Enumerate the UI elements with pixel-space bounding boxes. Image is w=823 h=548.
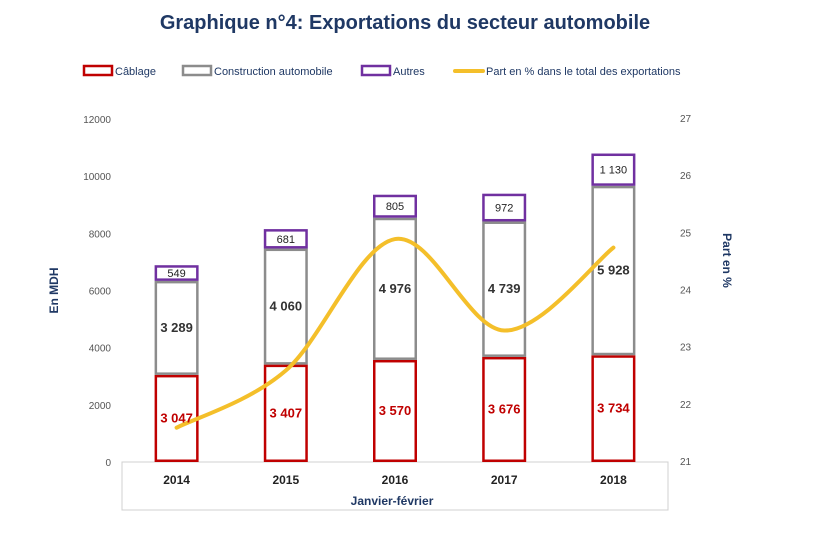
data-label-autres: 681	[277, 234, 295, 246]
bar-autres	[482, 193, 527, 222]
legend-item-cablage: Câblage	[82, 64, 156, 78]
y2-tick-label: 21	[680, 457, 692, 468]
bar-construction	[263, 248, 308, 365]
data-label-cablage: 3 047	[160, 410, 193, 425]
chart-title: Graphique n°4: Exportations du secteur a…	[160, 12, 650, 34]
y-tick-label: 4000	[89, 344, 112, 355]
y2-tick-label: 27	[680, 114, 692, 125]
legend-swatch-cablage	[82, 64, 114, 77]
data-label-construction: 4 060	[270, 299, 303, 314]
data-label-autres: 972	[495, 203, 513, 215]
data-label-cablage: 3 734	[597, 401, 630, 416]
y-tick-label: 2000	[89, 401, 112, 412]
bar-autres	[154, 265, 199, 281]
data-label-cablage: 3 676	[488, 401, 521, 416]
legend-label-cablage: Câblage	[115, 66, 156, 78]
y2-axis-title: Part en %	[720, 233, 734, 288]
x-tick-label: 2015	[272, 473, 299, 487]
legend-item-autres: Autres	[360, 64, 425, 78]
y-tick-label: 0	[105, 458, 111, 469]
y2-tick-label: 26	[680, 171, 692, 182]
bar-cablage	[154, 374, 199, 462]
x-tick-label: 2018	[600, 473, 627, 487]
x-axis-title: Janvier-février	[351, 494, 434, 508]
line-series-part	[174, 237, 616, 430]
bar-autres	[263, 229, 308, 249]
x-tick-label: 2017	[491, 473, 518, 487]
legend-swatch-autres	[360, 64, 392, 77]
y2-tick-label: 23	[680, 343, 692, 354]
data-label-cablage: 3 407	[270, 405, 303, 420]
legend-label-line: Part en % dans le total des exportations	[486, 66, 681, 78]
y2-tick-label: 22	[680, 400, 692, 411]
data-label-autres: 549	[167, 268, 185, 280]
y-axis-title: En MDH	[47, 268, 61, 314]
data-label-construction: 5 928	[597, 263, 630, 278]
data-label-autres: 1 130	[600, 165, 628, 177]
legend: Câblage Construction automobile Autres Part…	[82, 64, 681, 78]
legend-label-autres: Autres	[393, 66, 425, 78]
data-label-construction: 4 739	[488, 281, 521, 296]
x-tick-label: 2016	[382, 473, 409, 487]
legend-swatch-construction	[181, 64, 213, 77]
bar-cablage	[373, 359, 417, 462]
y2-tick-label: 25	[680, 228, 692, 239]
data-label-cablage: 3 570	[379, 403, 412, 418]
y2-tick-label: 24	[680, 286, 692, 297]
bar-autres	[373, 194, 417, 218]
data-label-autres: 805	[386, 201, 404, 213]
y-tick-label: 8000	[89, 229, 112, 240]
bar-construction	[482, 221, 527, 357]
bar-construction	[154, 280, 199, 375]
bar-cablage	[591, 355, 636, 462]
legend-item-construction: Construction automobile	[181, 64, 333, 78]
x-axis-frame	[121, 461, 669, 511]
legend-item-line: Part en % dans le total des exportations	[453, 66, 681, 78]
x-tick-label: 2014	[163, 473, 190, 487]
bar-autres	[591, 153, 636, 186]
y-tick-label: 6000	[89, 287, 112, 298]
plot-area: 0 2000 4000 6000 8000 10000 12000 21 22 23 24 25 26 2…	[47, 114, 734, 511]
bar-construction	[591, 185, 636, 356]
data-label-construction: 3 289	[160, 320, 193, 335]
bar-cablage	[482, 356, 527, 463]
y-tick-label: 10000	[83, 172, 111, 183]
y-tick-label: 12000	[83, 115, 111, 126]
legend-label-construction: Construction automobile	[214, 66, 333, 78]
data-label-construction: 4 976	[379, 281, 412, 296]
